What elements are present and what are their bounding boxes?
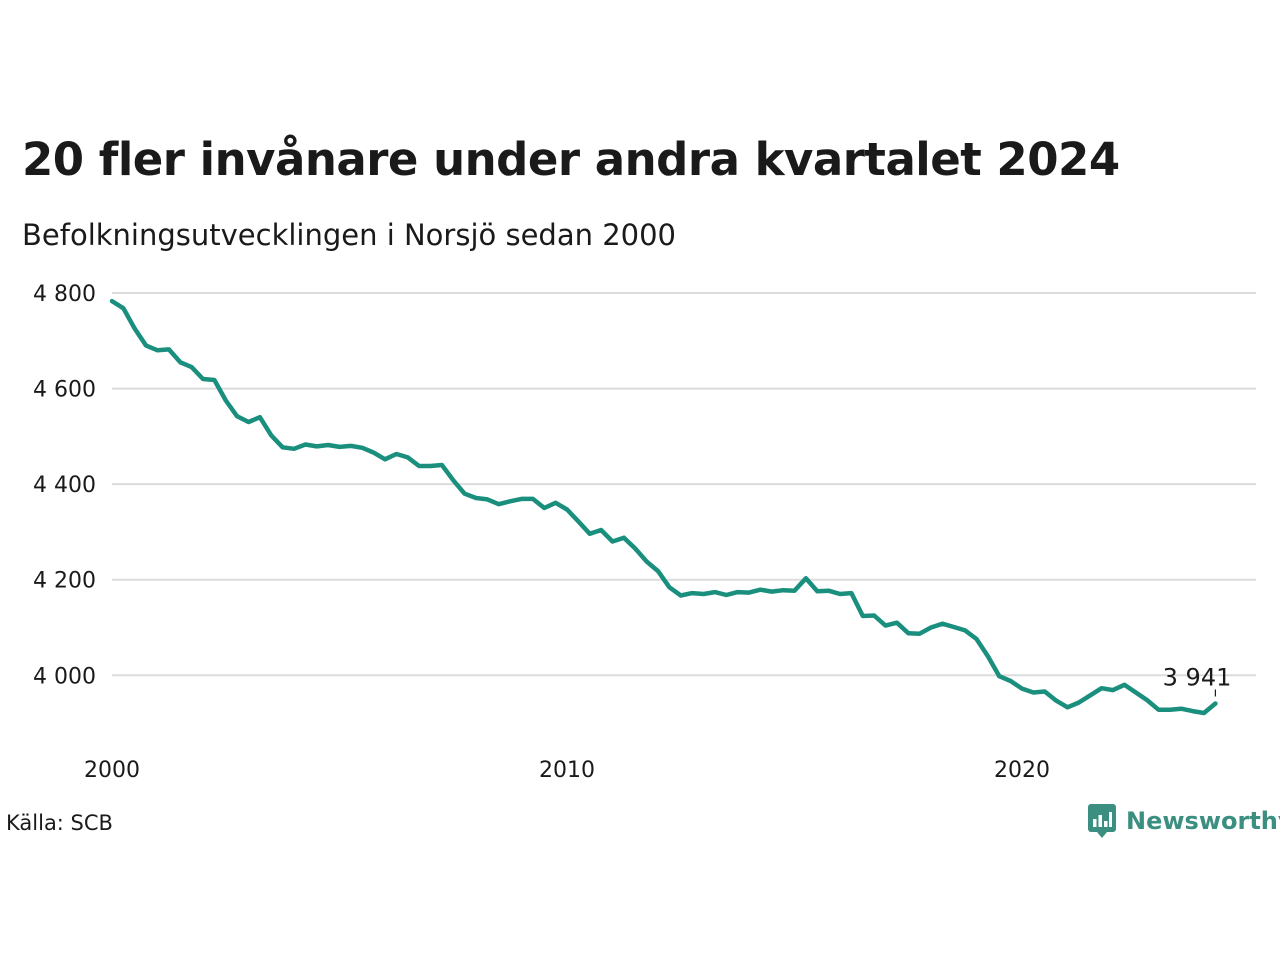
source-note: Källa: SCB bbox=[6, 811, 113, 835]
x-tick-label: 2020 bbox=[994, 758, 1050, 783]
chart-subtitle: Befolkningsutvecklingen i Norsjö sedan 2… bbox=[22, 218, 677, 252]
series-group bbox=[109, 298, 1218, 716]
y-tick-label: 4 000 bbox=[33, 664, 96, 689]
series-line bbox=[109, 298, 1218, 716]
last-value-label: 3 941 bbox=[1163, 663, 1232, 691]
last-value-annotation: 3 941 bbox=[1163, 663, 1232, 697]
x-tick-label: 2000 bbox=[84, 758, 140, 783]
y-tick-label: 4 200 bbox=[33, 569, 96, 594]
y-tick-label: 4 600 bbox=[33, 378, 96, 403]
y-tick-label: 4 400 bbox=[33, 473, 96, 498]
chart-title: 20 fler invånare under andra kvartalet 2… bbox=[22, 133, 1120, 186]
x-axis-ticks: 2000 2010 2020 bbox=[84, 758, 1050, 783]
y-tick-label: 4 800 bbox=[33, 282, 96, 307]
y-axis-ticks: 4 000 4 200 4 400 4 600 4 800 bbox=[33, 282, 96, 689]
brand-logo: Newsworthy bbox=[1088, 804, 1280, 838]
grid-lines bbox=[112, 292, 1256, 677]
brand-name: Newsworthy bbox=[1126, 807, 1280, 835]
newsworthy-logo-icon bbox=[1088, 804, 1116, 838]
x-tick-label: 2010 bbox=[539, 758, 595, 783]
